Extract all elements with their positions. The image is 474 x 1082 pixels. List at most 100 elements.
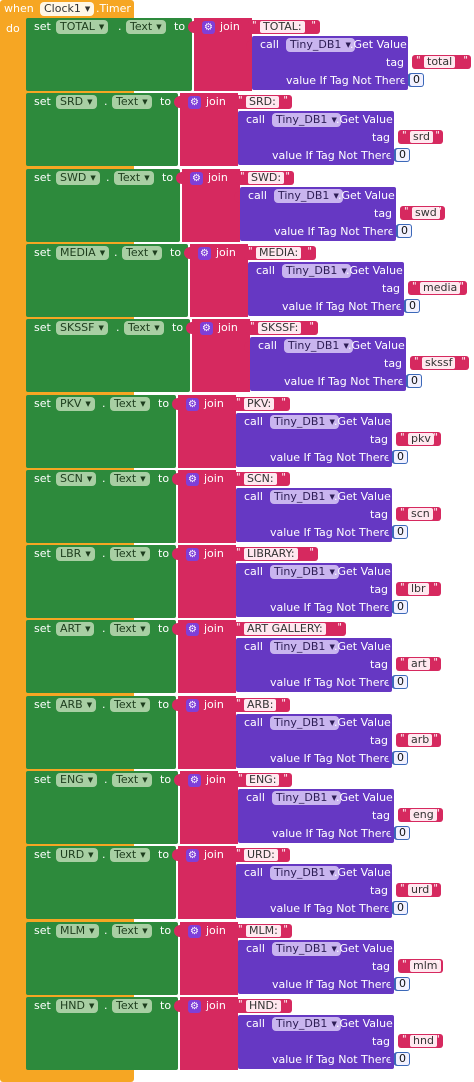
tinydb-component-dropdown[interactable]: Tiny_DB1 ▼ [286, 38, 355, 52]
set-statement-row[interactable]: set TOTAL ▼. Text ▼ to ⚙ join " TOTAL: " call Tiny_D… [26, 18, 474, 92]
component-dropdown[interactable]: HND ▼ [56, 998, 99, 1013]
default-value[interactable]: 0 [394, 751, 407, 764]
tag-text-block[interactable]: " eng " [398, 808, 443, 822]
set-statement-row[interactable]: set LBR ▼. Text ▼ to ⚙ join " LIBRARY: " call Tiny_D… [26, 545, 474, 619]
prefix-text-block[interactable]: " SWD: " [236, 170, 294, 185]
setter-block[interactable] [26, 93, 178, 167]
gear-icon[interactable]: ⚙ [186, 849, 199, 863]
component-dropdown[interactable]: ENG ▼ [56, 773, 98, 787]
set-statement-row[interactable]: set PKV ▼. Text ▼ to ⚙ join " PKV: " call Tiny_DB1 ▼.… [26, 394, 474, 469]
prefix-text-block[interactable]: " URD: " [232, 848, 290, 863]
default-value[interactable]: 0 [408, 375, 421, 388]
tag-text-block[interactable]: " scn " [396, 506, 441, 521]
setter-block[interactable] [26, 921, 178, 995]
property-dropdown[interactable]: Text ▼ [112, 95, 152, 110]
prefix-text-value[interactable]: SWD: [248, 171, 285, 184]
component-dropdown[interactable]: ARB ▼ [56, 697, 97, 712]
set-statement-row[interactable]: set SWD ▼. Text ▼ to ⚙ join " SWD: " call Tiny_DB1 ▼.… [26, 168, 474, 243]
default-value[interactable]: 0 [394, 525, 407, 538]
prefix-text-block[interactable]: " LIBRARY: " [232, 547, 318, 562]
default-value[interactable]: 0 [394, 450, 407, 463]
tag-text-block[interactable]: " lbr " [396, 582, 441, 597]
setter-block[interactable] [26, 394, 176, 468]
number-block[interactable]: 0 [392, 449, 408, 464]
number-block[interactable]: 0 [394, 826, 410, 840]
tag-text-value[interactable]: srd [410, 131, 434, 144]
tag-text-block[interactable]: " total " [412, 55, 471, 69]
clock-component-dropdown[interactable]: Clock1 ▼ [40, 2, 95, 16]
gear-icon[interactable]: ⚙ [186, 472, 199, 486]
set-statement-row[interactable]: set SCN ▼. Text ▼ to ⚙ join " SCN: " call Tiny_DB1 ▼.… [26, 469, 474, 544]
tinydb-component-dropdown[interactable]: Tiny_DB1 ▼ [272, 791, 341, 805]
setter-block[interactable] [26, 695, 176, 769]
default-value[interactable]: 0 [396, 1052, 409, 1065]
component-dropdown[interactable]: MEDIA ▼ [56, 245, 110, 260]
tag-text-value[interactable]: pkv [408, 432, 434, 445]
prefix-text-block[interactable]: " HND: " [234, 998, 292, 1013]
component-dropdown[interactable]: TOTAL ▼ [56, 20, 109, 34]
prefix-text-value[interactable]: ENG: [246, 774, 280, 786]
property-dropdown[interactable]: Text ▼ [114, 170, 154, 185]
number-block[interactable]: 0 [404, 298, 420, 313]
default-value[interactable]: 0 [410, 74, 423, 86]
default-value[interactable]: 0 [398, 224, 411, 237]
default-value[interactable]: 0 [394, 676, 407, 689]
tag-text-value[interactable]: mlm [410, 959, 441, 972]
tinydb-component-dropdown[interactable]: Tiny_DB1 ▼ [272, 113, 341, 128]
tag-text-value[interactable]: media [420, 281, 461, 294]
property-dropdown[interactable]: Text ▼ [110, 471, 150, 486]
prefix-text-value[interactable]: ART GALLERY: [244, 623, 326, 636]
setter-block[interactable] [26, 771, 178, 844]
property-dropdown[interactable]: Text ▼ [112, 998, 152, 1013]
prefix-text-block[interactable]: " ART GALLERY: " [232, 622, 346, 637]
tag-text-block[interactable]: " hnd " [398, 1033, 443, 1048]
gear-icon[interactable]: ⚙ [186, 698, 199, 712]
gear-icon[interactable]: ⚙ [190, 171, 203, 185]
tag-text-value[interactable]: art [408, 658, 430, 671]
prefix-text-block[interactable]: " MLM: " [234, 923, 292, 938]
set-statement-row[interactable]: set MEDIA ▼. Text ▼ to ⚙ join " MEDIA: " call Tiny_D… [26, 243, 474, 318]
setter-block[interactable] [26, 545, 176, 619]
property-dropdown[interactable]: Text ▼ [122, 245, 162, 260]
number-block[interactable]: 0 [396, 223, 412, 238]
tinydb-component-dropdown[interactable]: Tiny_DB1 ▼ [274, 188, 343, 203]
component-dropdown[interactable]: LBR ▼ [56, 547, 95, 562]
prefix-text-value[interactable]: PKV: [244, 397, 275, 410]
number-block[interactable]: 0 [394, 976, 410, 991]
property-dropdown[interactable]: Text ▼ [124, 321, 164, 336]
default-value[interactable]: 0 [394, 601, 407, 614]
component-dropdown[interactable]: MLM ▼ [56, 923, 99, 938]
prefix-text-value[interactable]: ARB: [244, 698, 277, 711]
prefix-text-block[interactable]: " SKSSF: " [246, 321, 318, 336]
tinydb-component-dropdown[interactable]: Tiny_DB1 ▼ [270, 866, 339, 881]
tinydb-component-dropdown[interactable]: Tiny_DB1 ▼ [282, 263, 351, 278]
number-block[interactable]: 0 [392, 750, 408, 765]
gear-icon[interactable]: ⚙ [188, 774, 201, 787]
prefix-text-value[interactable]: TOTAL: [260, 21, 305, 33]
default-value[interactable]: 0 [396, 977, 409, 990]
number-block[interactable]: 0 [392, 600, 408, 615]
tinydb-component-dropdown[interactable]: Tiny_DB1 ▼ [272, 1016, 341, 1031]
prefix-text-block[interactable]: " TOTAL: " [248, 20, 320, 34]
number-block[interactable]: 0 [392, 901, 408, 916]
gear-icon[interactable]: ⚙ [188, 96, 201, 110]
property-dropdown[interactable]: Text ▼ [110, 848, 150, 863]
prefix-text-block[interactable]: " SCN: " [232, 471, 290, 486]
set-statement-row[interactable]: set ARB ▼. Text ▼ to ⚙ join " ARB: " call Tiny_DB1 ▼.… [26, 695, 474, 770]
prefix-text-value[interactable]: SCN: [244, 472, 277, 485]
tag-text-value[interactable]: lbr [408, 583, 429, 596]
tinydb-component-dropdown[interactable]: Tiny_DB1 ▼ [284, 339, 353, 354]
tag-text-value[interactable]: eng [410, 809, 437, 821]
tinydb-component-dropdown[interactable]: Tiny_DB1 ▼ [272, 941, 341, 956]
prefix-text-value[interactable]: URD: [244, 849, 278, 862]
tag-text-value[interactable]: swd [412, 206, 440, 219]
prefix-text-block[interactable]: " MEDIA: " [244, 245, 316, 260]
property-dropdown[interactable]: Text ▼ [112, 773, 152, 787]
set-statement-row[interactable]: set SRD ▼. Text ▼ to ⚙ join " SRD: " call Tiny_DB1 ▼.… [26, 93, 474, 167]
number-block[interactable]: 0 [408, 73, 424, 87]
component-dropdown[interactable]: PKV ▼ [56, 396, 95, 411]
prefix-text-value[interactable]: MEDIA: [256, 246, 302, 259]
setter-block[interactable] [26, 996, 178, 1070]
gear-icon[interactable]: ⚙ [186, 397, 199, 411]
tag-text-block[interactable]: " arb " [396, 732, 441, 747]
